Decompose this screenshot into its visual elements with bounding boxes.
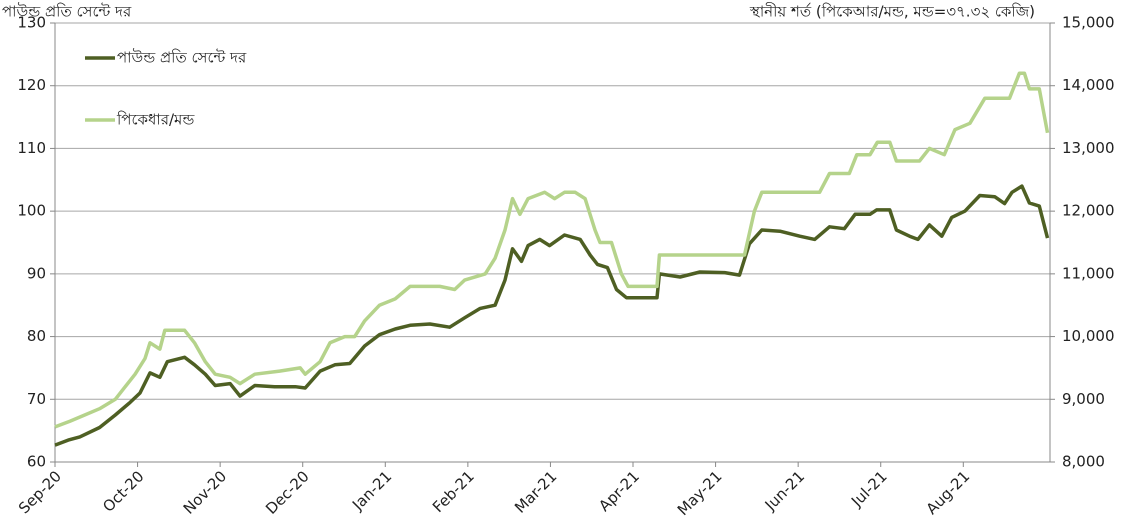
y2-tick-label: 12,000 — [1062, 202, 1115, 220]
legend-label: পিকেধার/মন্ড — [116, 111, 195, 129]
y2-tick-label: 10,000 — [1062, 327, 1115, 345]
legend-label: পাউন্ড প্রতি সেন্টে দর — [117, 49, 247, 67]
y2-tick-label: 14,000 — [1062, 76, 1115, 94]
y2-tick-label: 13,000 — [1062, 139, 1115, 157]
x-tick-label: Jul-21 — [847, 467, 891, 511]
x-tick-label: Mar-21 — [511, 467, 560, 516]
x-tick-label: Oct-20 — [99, 467, 147, 515]
y-tick-label: 110 — [17, 139, 46, 157]
y-tick-label: 90 — [27, 264, 46, 282]
x-tick-label: Sep-20 — [15, 467, 65, 517]
y2-tick-label: 8,000 — [1062, 453, 1105, 471]
y2-axis-title: স্থানীয় শর্ত (পিকেআর/মন্ড, মন্ড=৩৭.৩২ ক… — [749, 3, 1035, 21]
y2-tick-label: 9,000 — [1062, 390, 1105, 408]
y2-tick-label: 11,000 — [1062, 264, 1115, 282]
x-tick-label: May-21 — [674, 467, 726, 519]
y-tick-label: 120 — [17, 76, 46, 94]
y-tick-label: 60 — [27, 453, 46, 471]
y2-tick-label: 15,000 — [1062, 14, 1115, 32]
y-tick-label: 70 — [27, 390, 46, 408]
x-tick-label: Jun-21 — [761, 467, 808, 514]
y-axis-title: পাউন্ড প্রতি সেন্টে দর — [2, 3, 132, 21]
x-tick-label: Feb-21 — [429, 467, 478, 516]
y-tick-label: 80 — [27, 327, 46, 345]
x-tick-label: Apr-21 — [595, 467, 643, 515]
y-tick-label: 100 — [17, 202, 46, 220]
x-tick-label: Dec-20 — [262, 467, 313, 518]
y-tick-label: 130 — [17, 14, 46, 32]
x-tick-label: Jan-21 — [348, 467, 395, 514]
x-tick-label: Nov-20 — [180, 467, 230, 517]
x-tick-label: Aug-21 — [923, 467, 974, 518]
data-line — [54, 71, 1050, 429]
data-line — [54, 184, 1050, 447]
